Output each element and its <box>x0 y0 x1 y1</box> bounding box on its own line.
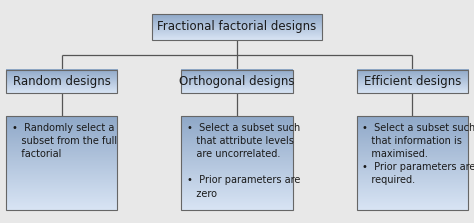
Bar <box>6 116 118 210</box>
Bar <box>356 70 468 93</box>
Bar <box>356 116 468 210</box>
Bar <box>181 70 292 93</box>
Text: Orthogonal designs: Orthogonal designs <box>179 75 295 88</box>
Bar <box>181 116 292 210</box>
Bar <box>6 70 118 93</box>
Text: Efficient designs: Efficient designs <box>364 75 461 88</box>
Text: •  Select a subset such
   that attribute levels
   are uncorrelated.

•  Prior : • Select a subset such that attribute le… <box>187 123 301 199</box>
Text: •  Select a subset such
   that information is
   maximised.
•  Prior parameters: • Select a subset such that information … <box>362 123 474 186</box>
Bar <box>152 14 322 40</box>
Text: Fractional factorial designs: Fractional factorial designs <box>157 20 317 33</box>
Text: Random designs: Random designs <box>13 75 110 88</box>
Text: •  Randomly select a
   subset from the full
   factorial: • Randomly select a subset from the full… <box>12 123 117 159</box>
